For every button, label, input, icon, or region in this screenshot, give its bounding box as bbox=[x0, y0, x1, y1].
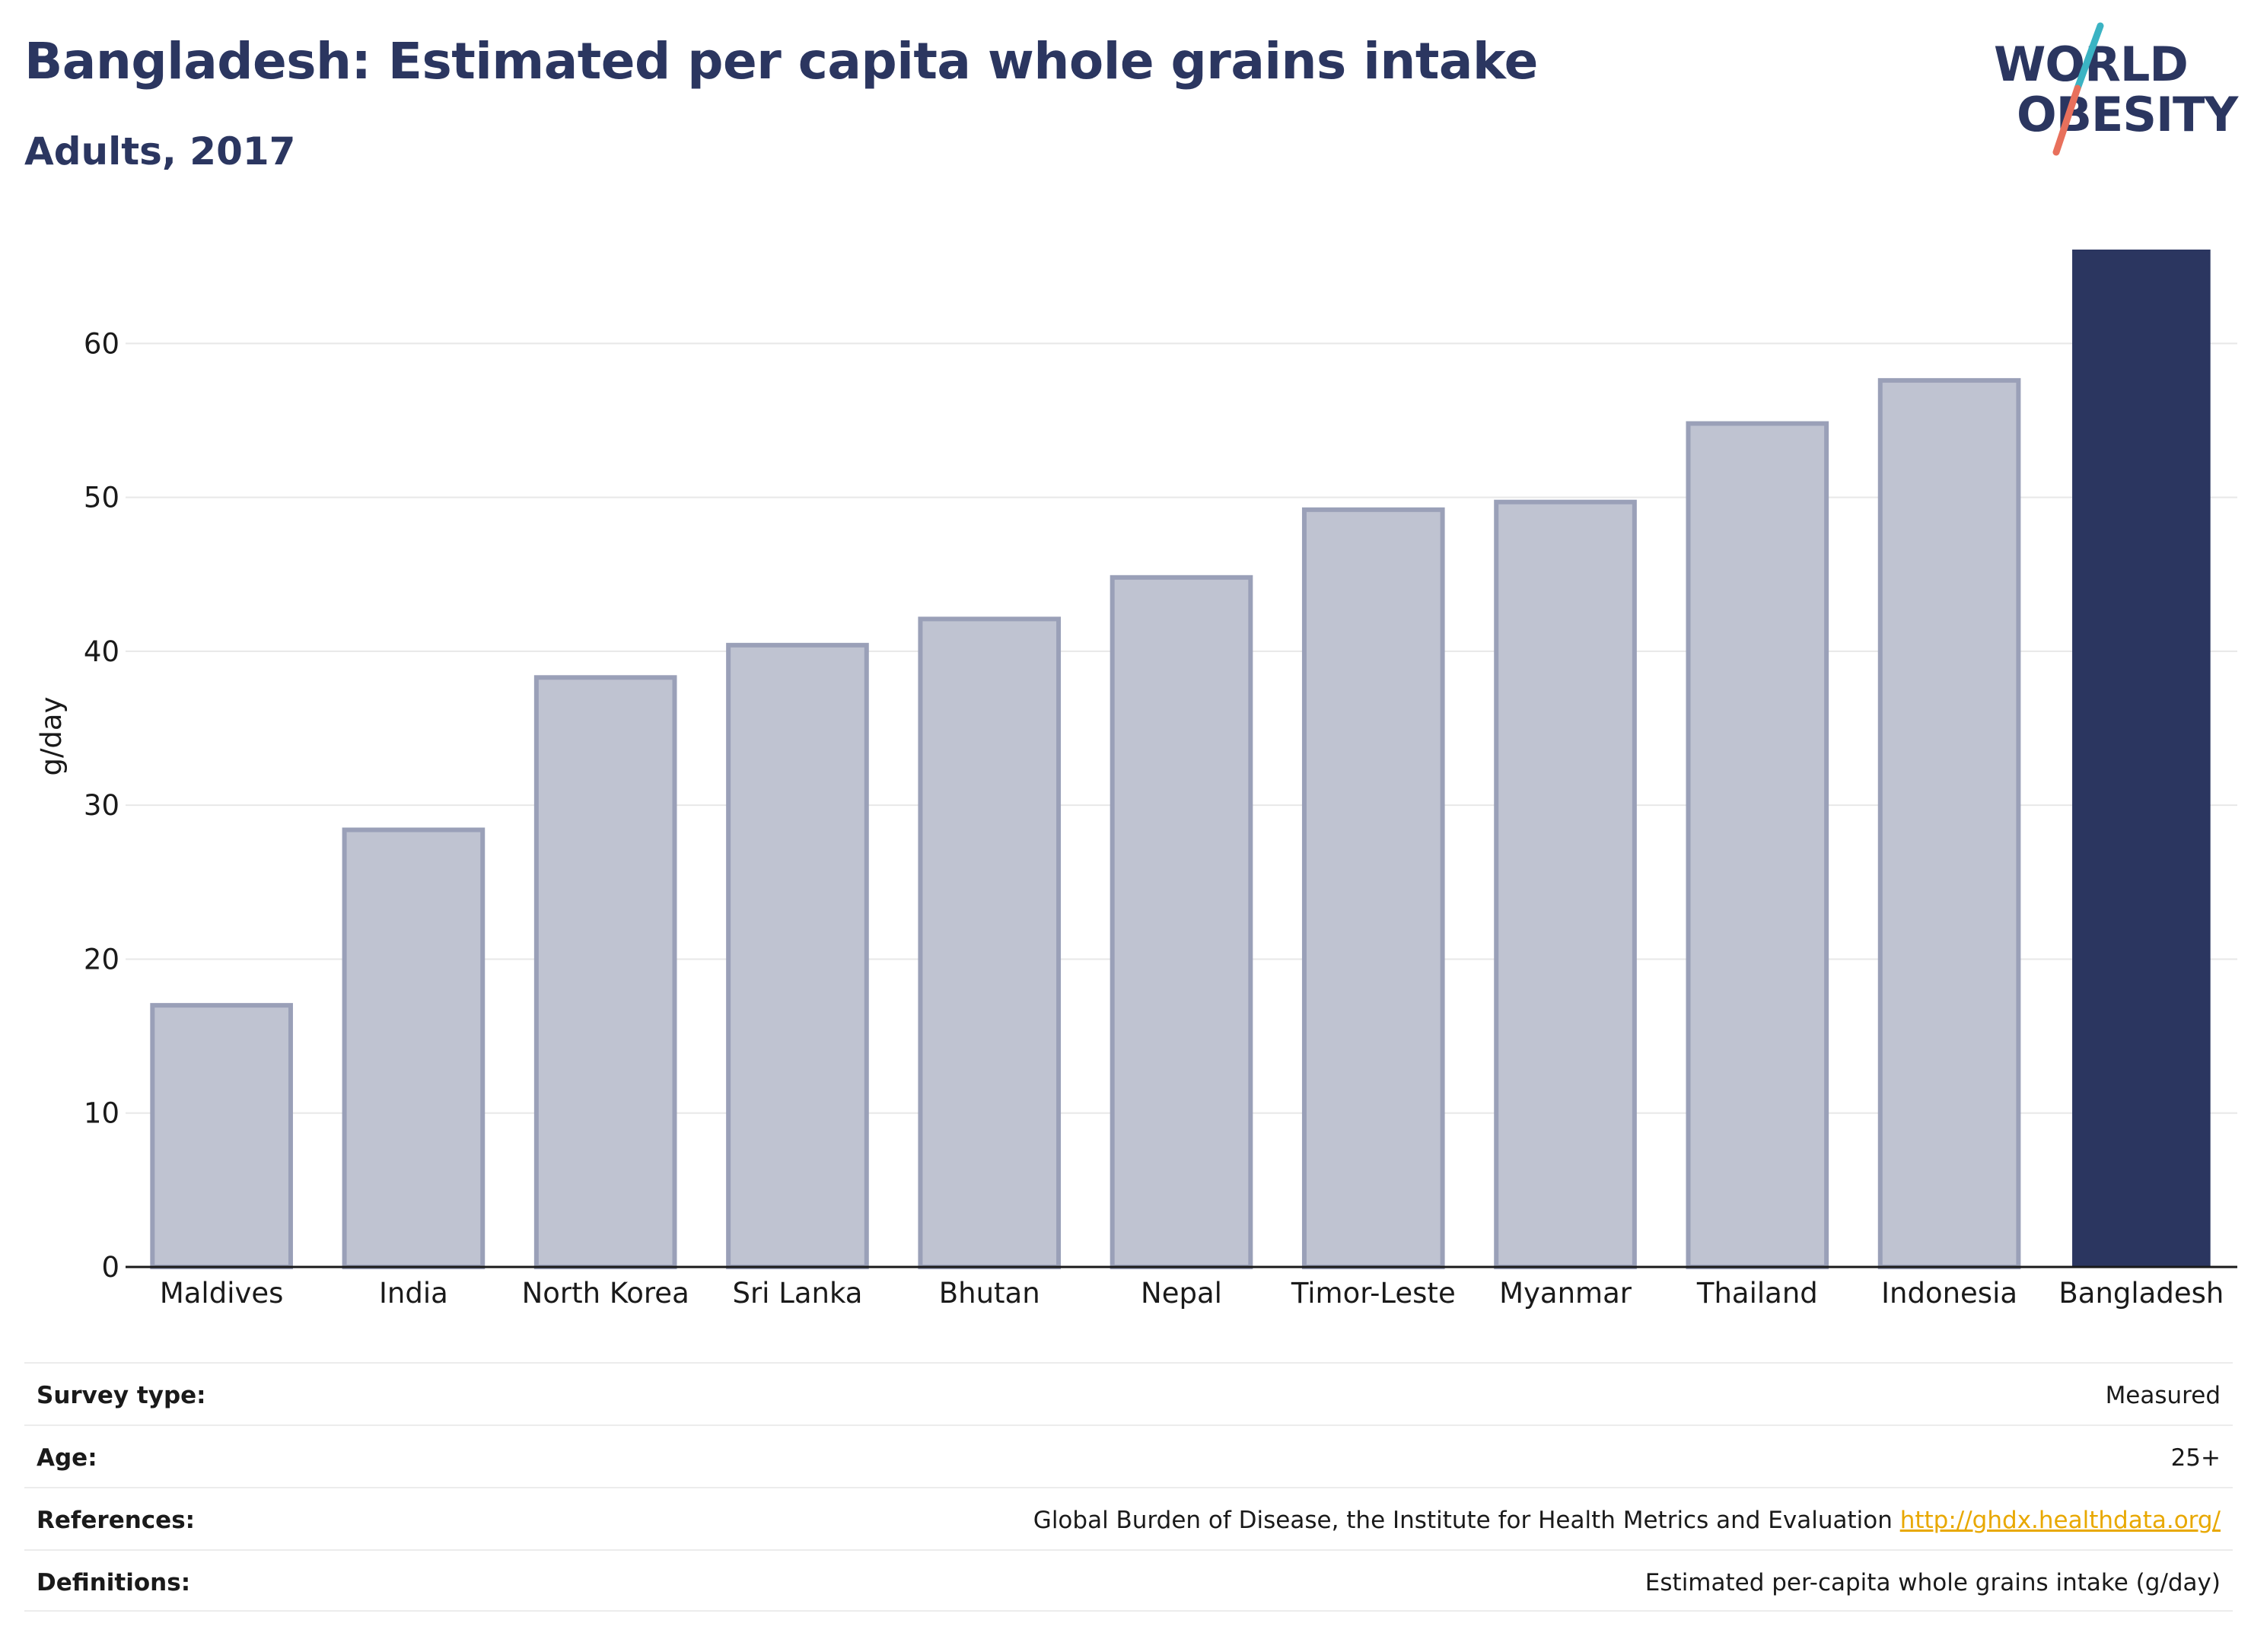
x-tick-label: India bbox=[379, 1277, 448, 1310]
bar-bangladesh bbox=[2072, 249, 2211, 1267]
x-tick-label: Maldives bbox=[160, 1277, 284, 1310]
y-tick-label: 40 bbox=[84, 635, 119, 668]
logo-slash-icon bbox=[2052, 22, 2104, 156]
x-tick-label: Indonesia bbox=[1881, 1277, 2017, 1310]
bar-indonesia bbox=[1877, 377, 2021, 1270]
info-key: Age: bbox=[37, 1444, 97, 1472]
bar-chart: 0 10 20 30 40 50 60 Maldives India North Korea Sri… bbox=[35, 249, 2237, 1310]
bar-maldives bbox=[150, 1003, 293, 1269]
bars bbox=[150, 249, 2211, 1270]
x-tick-label: Sri Lanka bbox=[732, 1277, 862, 1310]
info-value: 25+ bbox=[2170, 1444, 2221, 1472]
y-tick-label: 50 bbox=[84, 482, 119, 514]
y-tick-label: 20 bbox=[84, 943, 119, 976]
y-tick-label: 10 bbox=[84, 1097, 119, 1130]
bar-sri-lanka bbox=[726, 642, 869, 1269]
info-key: Definitions: bbox=[37, 1569, 191, 1596]
bar-timor-leste bbox=[1301, 507, 1445, 1269]
y-tick-label: 30 bbox=[84, 789, 119, 822]
logo-text-line2: OBESITY bbox=[2017, 87, 2238, 142]
x-tick-label: North Korea bbox=[522, 1277, 689, 1310]
x-tick-label: Nepal bbox=[1141, 1277, 1222, 1310]
bar-bhutan bbox=[918, 616, 1062, 1269]
info-row-definitions: Definitions: Estimated per-capita whole … bbox=[24, 1549, 2233, 1612]
bar-north-korea bbox=[533, 675, 677, 1269]
info-key: Survey type: bbox=[37, 1382, 206, 1409]
info-value: Estimated per-capita whole grains intake… bbox=[1644, 1569, 2221, 1596]
bar-nepal bbox=[1110, 575, 1253, 1269]
x-tick-label: Bhutan bbox=[939, 1277, 1040, 1310]
axes: 0 10 20 30 40 50 60 Maldives India North Korea Sri… bbox=[84, 327, 2237, 1310]
info-row-survey-type: Survey type: Measured bbox=[24, 1362, 2233, 1424]
info-value: Measured bbox=[2105, 1382, 2221, 1409]
references-link[interactable]: http://ghdx.healthdata.org/ bbox=[1899, 1507, 2221, 1534]
world-obesity-logo: WORLD OBESITY bbox=[1994, 21, 2238, 166]
bar-india bbox=[342, 827, 486, 1269]
x-tick-label: Timor-Leste bbox=[1291, 1277, 1456, 1310]
x-tick-label: Myanmar bbox=[1499, 1277, 1632, 1310]
chart-title: Bangladesh: Estimated per capita whole g… bbox=[24, 32, 1538, 91]
info-value: Global Burden of Disease, the Institute … bbox=[1033, 1507, 2221, 1534]
y-axis-title: g/day bbox=[35, 696, 68, 775]
bar-thailand bbox=[1686, 421, 1829, 1270]
info-key: References: bbox=[37, 1507, 196, 1534]
info-row-references: References: Global Burden of Disease, th… bbox=[24, 1487, 2233, 1549]
y-tick-label: 60 bbox=[84, 327, 119, 360]
references-text: Global Burden of Disease, the Institute … bbox=[1033, 1507, 1893, 1534]
chart-subtitle: Adults, 2017 bbox=[24, 129, 296, 173]
bar-myanmar bbox=[1494, 499, 1637, 1269]
y-tick-label: 0 bbox=[101, 1251, 119, 1284]
x-tick-label: Bangladesh bbox=[2058, 1277, 2224, 1310]
info-row-age: Age: 25+ bbox=[24, 1424, 2233, 1487]
metadata-table: Survey type: Measured Age: 25+ Reference… bbox=[24, 1362, 2233, 1612]
x-tick-label: Thailand bbox=[1696, 1277, 1818, 1310]
